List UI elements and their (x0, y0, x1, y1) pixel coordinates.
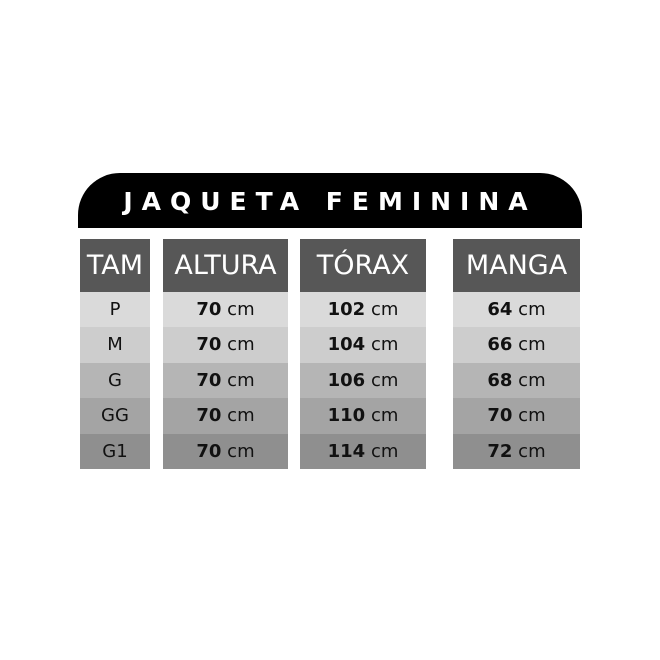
cell-unit: cm (518, 405, 546, 427)
table-cell: 66 cm (453, 327, 580, 363)
table-cell: 110 cm (300, 398, 426, 434)
cell-unit: cm (227, 334, 255, 356)
cell-value: 68 (487, 369, 513, 391)
cell-value: 110 (327, 405, 366, 427)
column-altura: ALTURA 70 cm 70 cm 70 cm 70 cm 70 cm (163, 239, 288, 469)
cell-unit: cm (370, 405, 399, 427)
cell-unit: cm (370, 440, 399, 462)
table-cell: 70 cm (453, 398, 580, 434)
cell-value: 72 (487, 440, 513, 462)
cell-value: 70 (196, 405, 222, 427)
table-cell: P (80, 292, 150, 328)
cell-unit: cm (370, 369, 399, 391)
cell-unit: cm (227, 299, 255, 320)
column-header: TAM (80, 239, 150, 292)
table-cell: 70 cm (163, 398, 288, 434)
column-tam: TAM P M G GG G1 (80, 239, 150, 469)
cell-value: 70 (196, 334, 222, 356)
table-cell: G (80, 362, 150, 399)
cell-unit: cm (227, 440, 255, 462)
cell-value: 66 (487, 334, 513, 356)
title-banner: JAQUETA FEMININA (78, 173, 582, 228)
table-cell: 102 cm (300, 292, 426, 328)
cell-value: 70 (487, 405, 513, 427)
cell-unit: cm (227, 405, 255, 427)
table-cell: 104 cm (300, 327, 426, 363)
table-cell: GG (80, 398, 150, 434)
column-torax: TÓRAX 102 cm 104 cm 106 cm 110 cm 114 cm (300, 239, 426, 469)
table-cell: 70 cm (163, 327, 288, 363)
cell-value: 70 (196, 299, 222, 320)
table-cell: 114 cm (300, 433, 426, 469)
cell-unit: cm (518, 334, 546, 356)
cell-unit: cm (518, 299, 546, 320)
column-header: ALTURA (163, 239, 288, 292)
table-cell: 70 cm (163, 433, 288, 469)
cell-value: 114 (327, 440, 366, 462)
table-cell: 68 cm (453, 362, 580, 399)
table-cell: M (80, 327, 150, 363)
cell-unit: cm (518, 369, 546, 391)
cell-value: 64 (487, 299, 513, 320)
cell-unit: cm (370, 299, 399, 320)
cell-value: 102 (327, 299, 366, 320)
table-cell: G1 (80, 433, 150, 469)
table-cell: 70 cm (163, 292, 288, 328)
cell-unit: cm (227, 369, 255, 391)
column-header: TÓRAX (300, 239, 426, 292)
table-cell: 64 cm (453, 292, 580, 328)
cell-value: 70 (196, 440, 222, 462)
cell-value: 104 (327, 334, 366, 356)
table-cell: 72 cm (453, 433, 580, 469)
cell-value: 70 (196, 369, 222, 391)
column-header: MANGA (453, 239, 580, 292)
cell-value: 106 (327, 369, 366, 391)
cell-unit: cm (370, 334, 399, 356)
cell-unit: cm (518, 440, 546, 462)
table-cell: 106 cm (300, 362, 426, 399)
column-manga: MANGA 64 cm 66 cm 68 cm 70 cm 72 cm (453, 239, 580, 469)
table-cell: 70 cm (163, 362, 288, 399)
